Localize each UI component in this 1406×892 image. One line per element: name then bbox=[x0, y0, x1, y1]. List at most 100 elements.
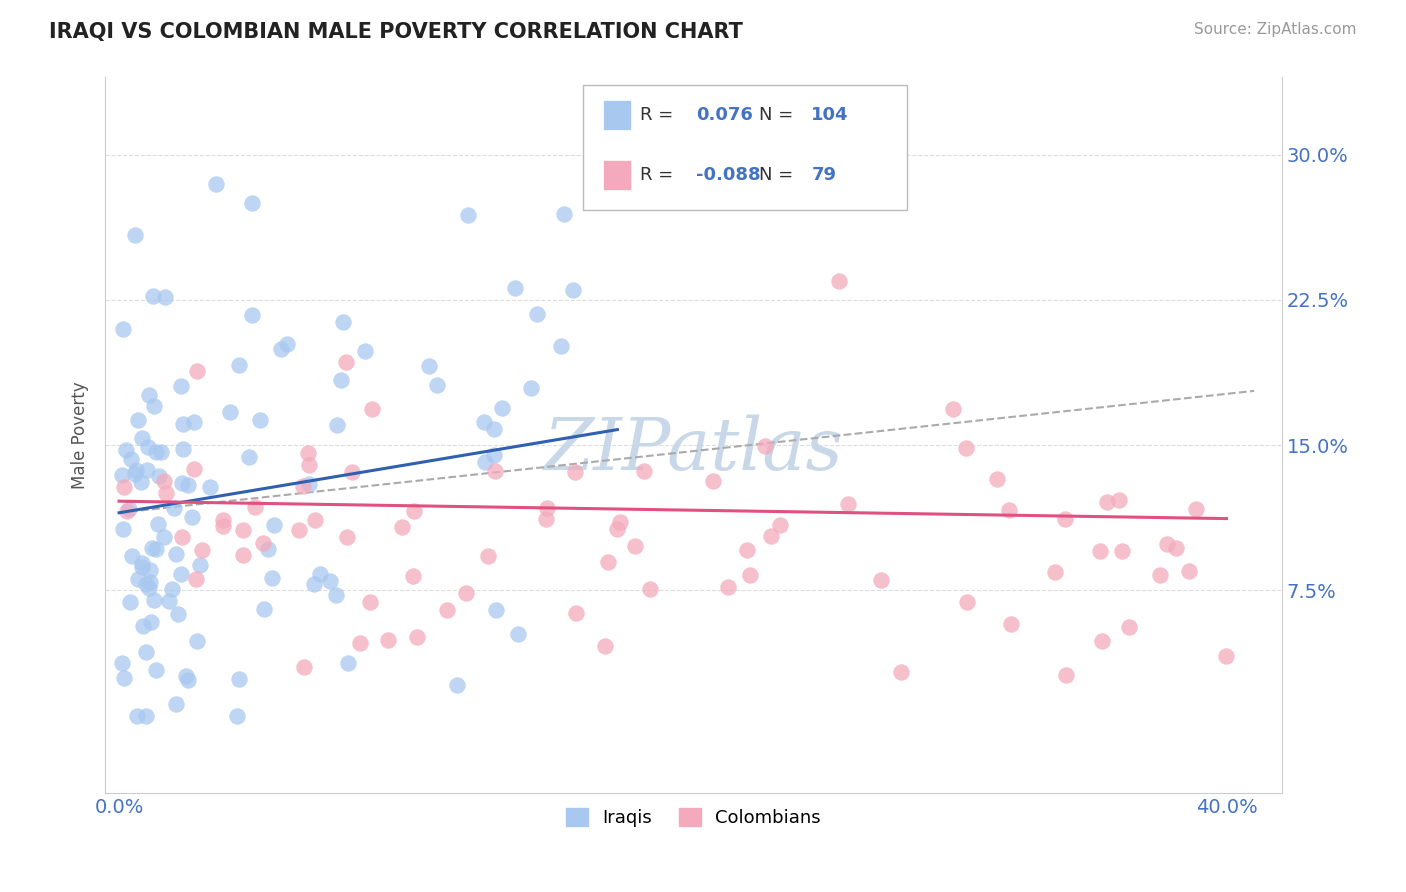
Point bbox=[228, 672, 250, 686]
Point bbox=[226, 709, 249, 723]
Point bbox=[242, 308, 264, 322]
Point bbox=[186, 633, 208, 648]
Point bbox=[633, 465, 655, 479]
Point bbox=[349, 635, 371, 649]
Point bbox=[418, 359, 440, 373]
Point bbox=[276, 337, 298, 351]
Point bbox=[121, 549, 143, 563]
Point bbox=[232, 549, 254, 563]
Point bbox=[474, 455, 496, 469]
Text: ZIPatlas: ZIPatlas bbox=[544, 415, 844, 485]
Point bbox=[298, 477, 321, 491]
Point bbox=[330, 373, 353, 387]
Point bbox=[336, 656, 359, 670]
Point bbox=[163, 501, 186, 516]
Point bbox=[153, 474, 176, 488]
Point bbox=[157, 594, 180, 608]
Legend: Iraqis, Colombians: Iraqis, Colombians bbox=[560, 801, 828, 834]
Point bbox=[377, 633, 399, 648]
Point bbox=[761, 529, 783, 543]
Point bbox=[1088, 544, 1111, 558]
Point bbox=[228, 358, 250, 372]
Point bbox=[120, 594, 142, 608]
Point bbox=[609, 516, 631, 530]
Text: 0.076: 0.076 bbox=[696, 106, 752, 124]
Point bbox=[183, 416, 205, 430]
Point bbox=[520, 381, 543, 395]
Point bbox=[457, 208, 479, 222]
Point bbox=[186, 364, 208, 378]
Point bbox=[870, 573, 893, 587]
Point bbox=[127, 413, 149, 427]
Point bbox=[1000, 616, 1022, 631]
Point bbox=[837, 497, 859, 511]
Point bbox=[253, 602, 276, 616]
Point bbox=[138, 574, 160, 589]
Point bbox=[115, 504, 138, 518]
Point bbox=[139, 563, 162, 577]
Point bbox=[503, 281, 526, 295]
Point bbox=[304, 576, 326, 591]
Point bbox=[270, 342, 292, 356]
Point bbox=[359, 595, 381, 609]
Point bbox=[172, 417, 194, 431]
Point bbox=[129, 475, 152, 490]
Point bbox=[536, 512, 558, 526]
Point bbox=[186, 572, 208, 586]
Point bbox=[942, 401, 965, 416]
Point bbox=[111, 656, 134, 670]
Point bbox=[263, 518, 285, 533]
Point bbox=[177, 478, 200, 492]
Point bbox=[153, 290, 176, 304]
Point bbox=[986, 472, 1008, 486]
Point bbox=[142, 593, 165, 607]
Point bbox=[146, 516, 169, 531]
Point bbox=[135, 645, 157, 659]
Point bbox=[188, 558, 211, 572]
Point bbox=[477, 549, 499, 563]
Point bbox=[240, 196, 263, 211]
Point bbox=[136, 441, 159, 455]
Point bbox=[142, 399, 165, 413]
Point bbox=[120, 451, 142, 466]
Point bbox=[1149, 568, 1171, 582]
Point bbox=[702, 474, 724, 488]
Point bbox=[260, 571, 283, 585]
Point bbox=[115, 442, 138, 457]
Point bbox=[148, 469, 170, 483]
Text: N =: N = bbox=[759, 166, 799, 184]
Point bbox=[593, 640, 616, 654]
Point bbox=[124, 467, 146, 481]
Point bbox=[754, 439, 776, 453]
Text: R =: R = bbox=[640, 166, 679, 184]
Point bbox=[998, 502, 1021, 516]
Point bbox=[564, 465, 586, 479]
Point bbox=[212, 513, 235, 527]
Point bbox=[485, 603, 508, 617]
Point bbox=[127, 709, 149, 723]
Point bbox=[124, 227, 146, 242]
Point bbox=[167, 607, 190, 621]
Point bbox=[426, 378, 449, 392]
Point bbox=[145, 445, 167, 459]
Point bbox=[249, 412, 271, 426]
Point bbox=[1091, 634, 1114, 648]
Point bbox=[232, 523, 254, 537]
Point bbox=[127, 572, 149, 586]
Point bbox=[205, 177, 228, 191]
Point bbox=[183, 462, 205, 476]
Point bbox=[956, 595, 979, 609]
Point bbox=[191, 542, 214, 557]
Text: 79: 79 bbox=[811, 166, 837, 184]
Point bbox=[252, 536, 274, 550]
Point bbox=[304, 513, 326, 527]
Point bbox=[288, 524, 311, 538]
Point bbox=[550, 339, 572, 353]
Point bbox=[391, 520, 413, 534]
Point bbox=[135, 709, 157, 723]
Point bbox=[446, 678, 468, 692]
Point bbox=[218, 404, 240, 418]
Point bbox=[319, 574, 342, 588]
Point bbox=[325, 588, 347, 602]
Point bbox=[145, 542, 167, 557]
